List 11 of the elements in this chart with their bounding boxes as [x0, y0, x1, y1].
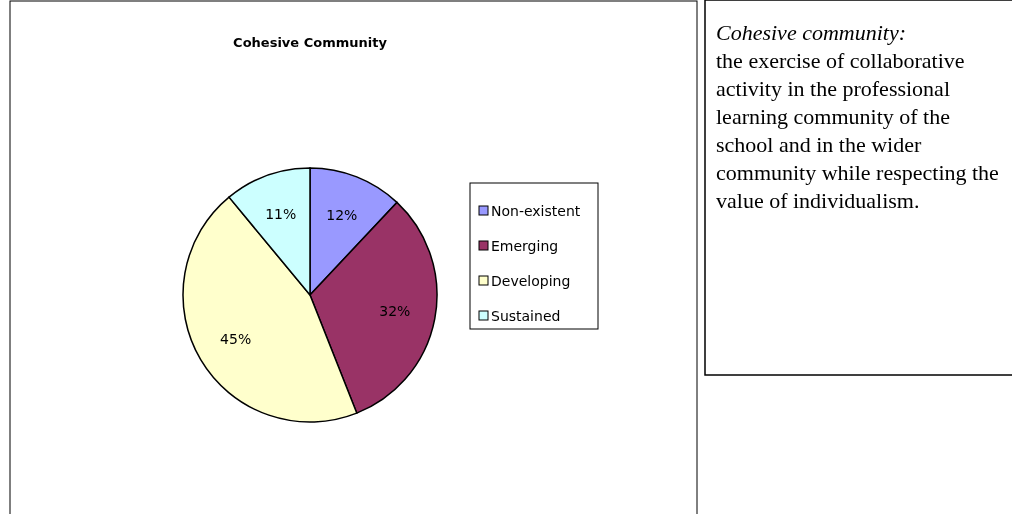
- text: Cohesive community:: [716, 20, 906, 45]
- legend-label: Non-existent: [491, 203, 581, 219]
- legend-label: Developing: [491, 273, 571, 289]
- data-label: 11%: [265, 205, 297, 222]
- chart-title: Cohesive Community: [233, 35, 388, 50]
- data-label: 45%: [220, 330, 252, 347]
- data-label: 32%: [379, 303, 411, 320]
- legend-label: Sustained: [491, 308, 561, 324]
- legend-label: Emerging: [491, 238, 559, 254]
- data-label: 12%: [326, 206, 358, 223]
- text: the exercise of collaborative activity in the professional learning community of the school and in the wider community while respecting the value of individualism.: [716, 48, 999, 213]
